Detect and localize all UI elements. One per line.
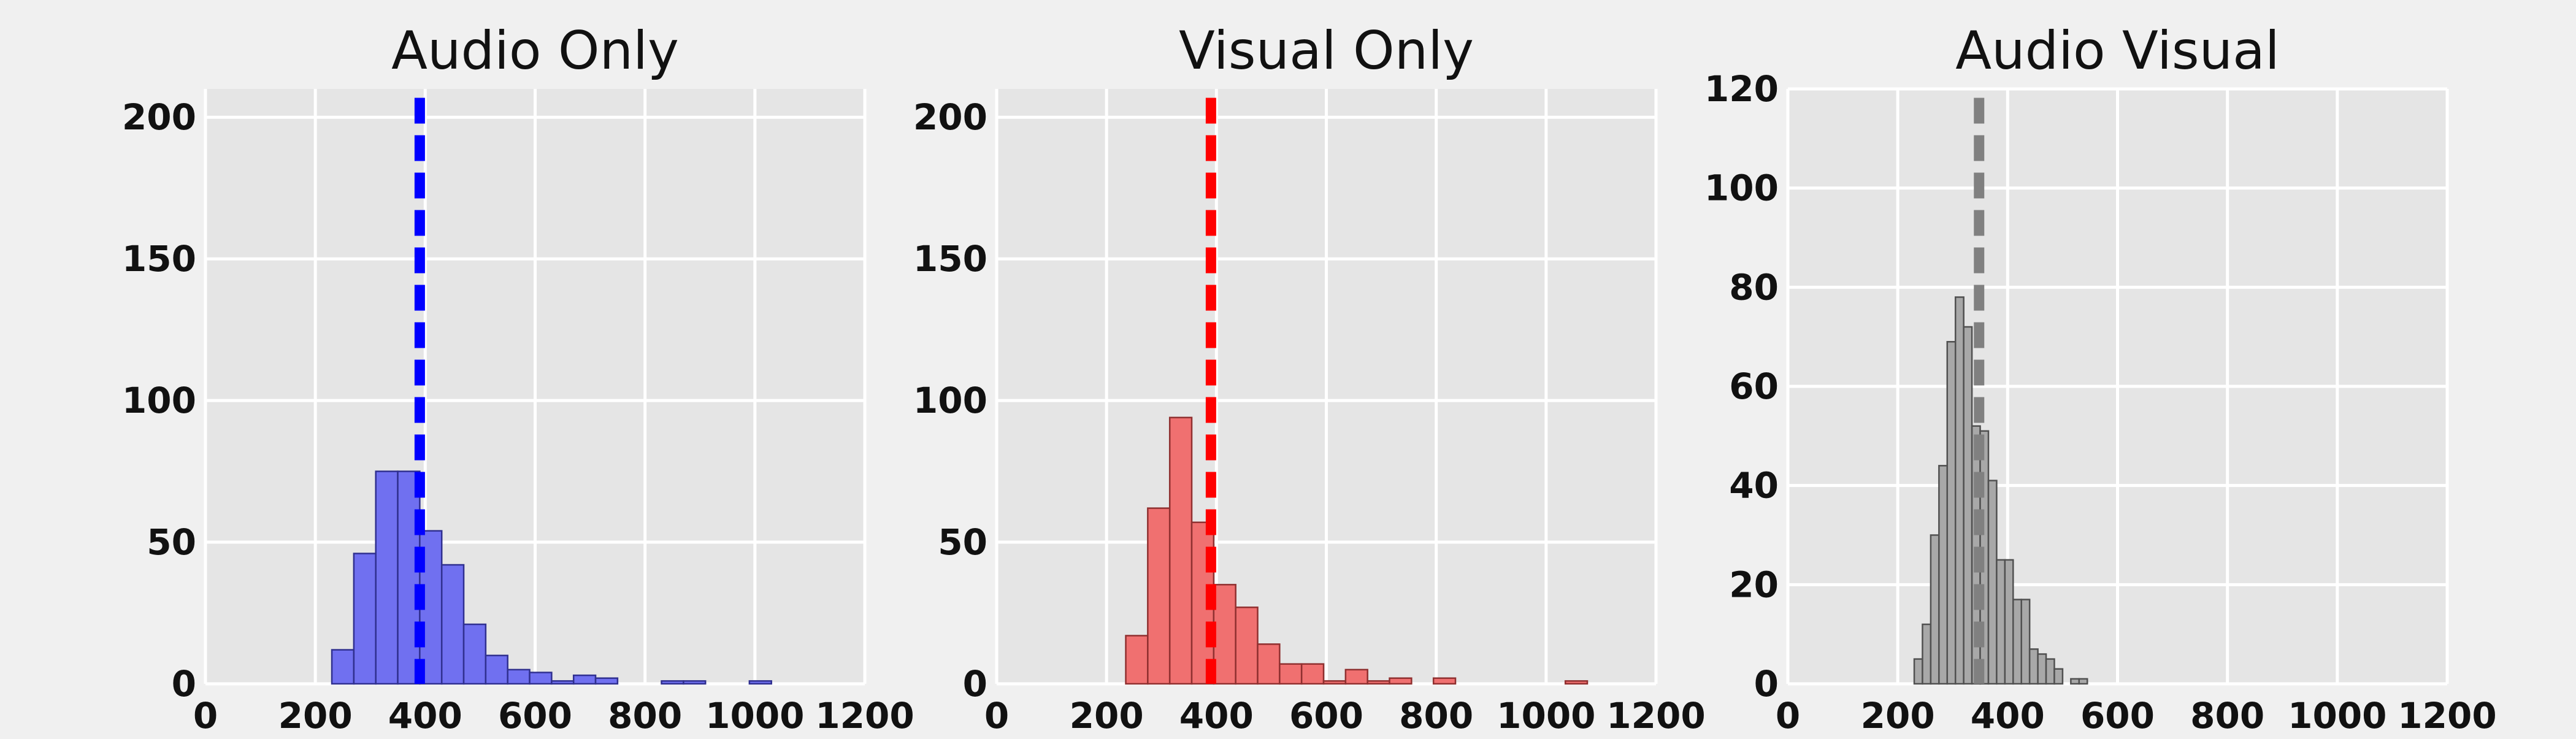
histogram-bar — [2012, 599, 2022, 685]
y-tick-label: 60 — [1729, 366, 1779, 407]
histogram-bar — [683, 680, 707, 685]
histogram-bar — [661, 680, 684, 685]
x-tick-label: 400 — [1179, 695, 1254, 736]
histogram-bar — [1996, 559, 2006, 685]
histogram-bar — [375, 470, 399, 685]
histogram-bar — [2078, 678, 2088, 685]
histogram-bar — [440, 564, 465, 685]
y-tick-label: 0 — [1754, 663, 1779, 705]
x-tick-label: 800 — [1399, 695, 1473, 736]
x-tick-label: 600 — [498, 695, 572, 736]
histogram-bar — [1564, 680, 1589, 685]
histogram-bar — [2053, 668, 2064, 685]
histogram-bar — [748, 680, 772, 685]
chart-panel-3: Audio Visual 0 200 400 600 800 1000 1200 0 20 40 60… — [1704, 20, 2497, 737]
x-tick-label: 200 — [1070, 695, 1144, 736]
y-tick-label: 50 — [938, 521, 987, 563]
chart-panel-1: Audio Only 0 200 400 600 800 1000 1200 0 50 100 150… — [122, 20, 914, 737]
histogram-bar — [353, 553, 377, 685]
y-tick-label: 120 — [1704, 68, 1779, 110]
histogram-bar — [551, 680, 575, 685]
histogram-bar — [1389, 677, 1413, 685]
x-tick-label: 0 — [984, 695, 1009, 736]
x-tick-label: 1000 — [705, 695, 804, 736]
histogram-bar — [1954, 296, 1965, 685]
histogram-bar — [2028, 648, 2039, 685]
y-tick-label: 50 — [147, 521, 196, 563]
x-tick-label: 800 — [608, 695, 682, 736]
histogram-bar — [462, 623, 487, 685]
histogram-bar — [1344, 668, 1368, 685]
histogram-bar — [572, 674, 597, 685]
histogram-bar — [1125, 635, 1149, 685]
histogram-bar — [1213, 584, 1236, 685]
histogram-bar — [1168, 416, 1193, 685]
x-tick-label: 1200 — [1606, 695, 1705, 736]
y-tick-label: 200 — [122, 96, 196, 138]
histogram-bar — [397, 470, 421, 685]
histogram-bar — [1938, 465, 1949, 685]
histogram-bar — [331, 649, 355, 685]
x-tick-label: 600 — [1289, 695, 1363, 736]
histogram-bar — [1279, 663, 1303, 685]
y-tick-label: 80 — [1729, 266, 1779, 308]
histogram-bar — [1322, 680, 1347, 685]
y-tick-label: 150 — [122, 238, 196, 280]
histogram-bar — [2004, 559, 2014, 685]
x-tick-label: 1000 — [2288, 695, 2386, 736]
histogram-bar — [1147, 507, 1171, 685]
chart-title: Audio Visual — [1955, 20, 2280, 82]
histogram-bar — [2020, 599, 2031, 685]
histogram-bar — [594, 677, 619, 685]
histogram-bar — [507, 668, 531, 685]
histogram-bar — [1235, 607, 1259, 685]
chart-title: Audio Only — [391, 20, 679, 82]
histogram-bar — [1987, 480, 1998, 685]
y-tick-label: 100 — [1704, 167, 1779, 209]
histogram-bar — [1257, 643, 1281, 685]
histogram-bar — [2037, 653, 2047, 685]
x-tick-label: 400 — [1971, 695, 2045, 736]
y-tick-label: 0 — [172, 663, 196, 705]
histogram-bar — [1963, 326, 1973, 685]
histogram-bar — [1300, 663, 1325, 685]
chart-panel-2: Visual Only 0 200 400 600 800 1000 1200 0 50 100 15… — [913, 20, 1706, 737]
y-tick-label: 100 — [122, 380, 196, 421]
x-tick-label: 600 — [2080, 695, 2155, 736]
x-tick-label: 1200 — [815, 695, 914, 736]
y-tick-label: 100 — [913, 380, 987, 421]
histogram-bar — [2045, 658, 2055, 685]
histogram-bar — [1922, 623, 1932, 685]
histogram-bar — [529, 672, 553, 685]
histogram-bar — [1432, 677, 1457, 685]
histogram-bar — [485, 654, 508, 685]
x-tick-label: 1000 — [1497, 695, 1595, 736]
y-tick-label: 40 — [1729, 465, 1779, 507]
histogram-bar — [2070, 678, 2080, 685]
x-tick-label: 0 — [1776, 695, 1800, 736]
x-tick-label: 400 — [388, 695, 462, 736]
y-tick-label: 150 — [913, 238, 987, 280]
y-tick-label: 20 — [1729, 564, 1779, 605]
x-tick-label: 0 — [193, 695, 218, 736]
x-tick-label: 200 — [278, 695, 353, 736]
histogram-bar — [1913, 658, 1923, 685]
x-tick-label: 200 — [1861, 695, 1935, 736]
x-tick-label: 800 — [2190, 695, 2264, 736]
histogram-bar — [1930, 534, 1940, 685]
histogram-bar — [1367, 680, 1390, 685]
x-tick-label: 1200 — [2398, 695, 2496, 736]
histogram-bar — [1946, 341, 1957, 685]
y-tick-label: 0 — [963, 663, 987, 705]
chart-title: Visual Only — [1179, 20, 1474, 82]
y-tick-label: 200 — [913, 96, 987, 138]
